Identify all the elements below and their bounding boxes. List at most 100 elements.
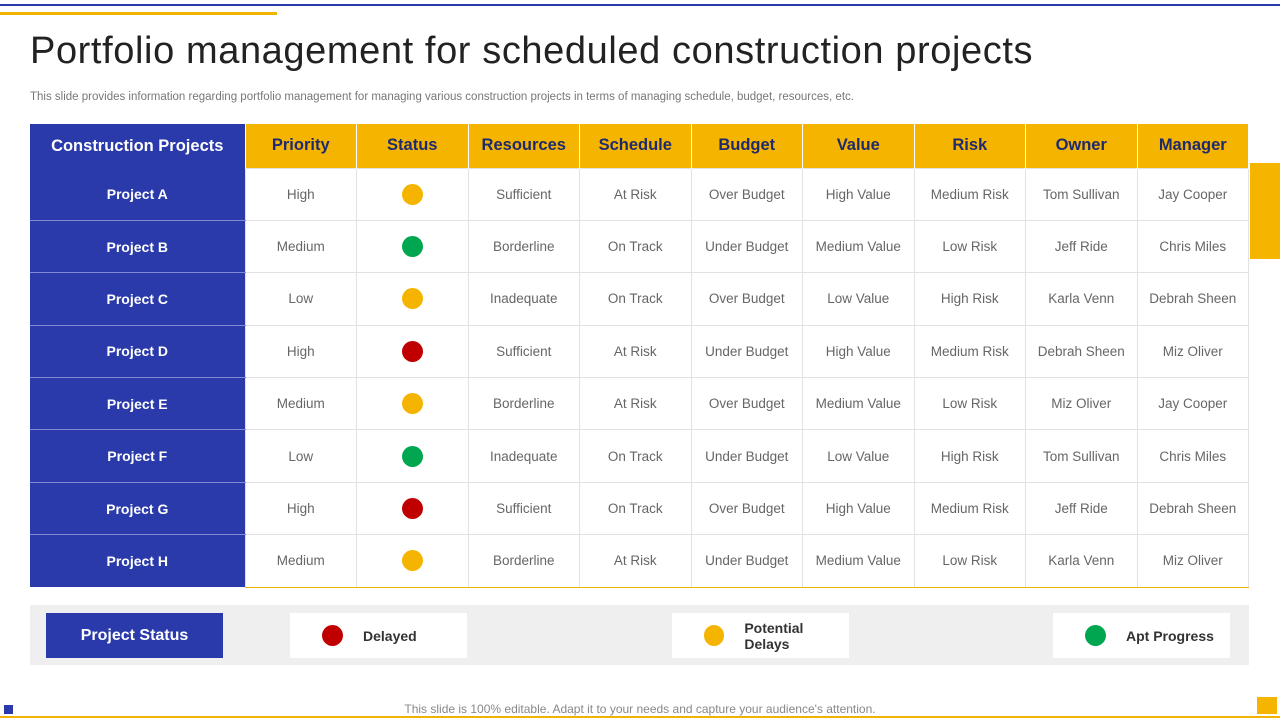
legend-label-apt-progress: Apt Progress bbox=[1126, 627, 1214, 644]
value-cell: High Value bbox=[802, 481, 915, 536]
table-row: Project C Low Inadequate On Track Over Budge… bbox=[30, 272, 1249, 326]
risk-cell: Low Risk bbox=[913, 534, 1026, 588]
header-manager: Manager bbox=[1137, 124, 1249, 168]
resources-cell: Borderline bbox=[467, 377, 580, 431]
project-name-cell: Project B bbox=[30, 220, 245, 274]
header-status: Status bbox=[356, 124, 469, 168]
risk-cell: Medium Risk bbox=[913, 324, 1026, 379]
budget-cell: Under Budget bbox=[690, 219, 803, 274]
priority-cell: Medium bbox=[244, 534, 357, 588]
project-name-cell: Project E bbox=[30, 377, 245, 431]
header-schedule: Schedule bbox=[579, 124, 692, 168]
status-cell bbox=[356, 324, 469, 379]
priority-cell: High bbox=[244, 167, 357, 221]
project-status-legend: Project Status Delayed Potential Delays … bbox=[30, 605, 1249, 665]
table-row: Project E Medium Borderline At Risk Over Bud… bbox=[30, 377, 1249, 431]
risk-cell: Low Risk bbox=[913, 377, 1026, 431]
status-cell bbox=[356, 377, 469, 431]
status-cell bbox=[356, 219, 469, 274]
manager-cell: Miz Oliver bbox=[1136, 534, 1249, 588]
owner-cell: Debrah Sheen bbox=[1025, 324, 1138, 379]
schedule-cell: At Risk bbox=[579, 377, 692, 431]
header-owner: Owner bbox=[1025, 124, 1138, 168]
page-title: Portfolio management for scheduled const… bbox=[30, 30, 1034, 72]
project-name-cell: Project A bbox=[30, 168, 245, 221]
header-budget: Budget bbox=[691, 124, 803, 168]
value-cell: Medium Value bbox=[802, 534, 915, 588]
resources-cell: Borderline bbox=[467, 534, 580, 588]
owner-cell: Miz Oliver bbox=[1025, 377, 1138, 431]
schedule-cell: On Track bbox=[579, 429, 692, 483]
budget-cell: Under Budget bbox=[690, 534, 803, 588]
schedule-cell: On Track bbox=[579, 481, 692, 536]
schedule-cell: On Track bbox=[579, 219, 692, 274]
manager-cell: Miz Oliver bbox=[1136, 324, 1249, 379]
project-name-cell: Project D bbox=[30, 325, 245, 379]
legend-title: Project Status bbox=[46, 613, 223, 658]
schedule-cell: At Risk bbox=[579, 167, 692, 221]
resources-cell: Sufficient bbox=[467, 324, 580, 379]
header-value: Value bbox=[802, 124, 915, 168]
legend-item-delayed: Delayed bbox=[290, 613, 467, 658]
table-row: Project A High Sufficient At Risk Over Budge… bbox=[30, 167, 1249, 221]
budget-cell: Over Budget bbox=[690, 167, 803, 221]
value-cell: Medium Value bbox=[802, 377, 915, 431]
page-subtitle: This slide provides information regardin… bbox=[30, 91, 854, 103]
top-accent-line bbox=[0, 4, 1280, 6]
resources-cell: Sufficient bbox=[467, 167, 580, 221]
top-yellow-accent bbox=[0, 12, 277, 15]
yellow-status-dot-icon bbox=[401, 393, 423, 415]
status-cell bbox=[356, 272, 469, 326]
risk-cell: High Risk bbox=[913, 429, 1026, 483]
bottom-left-marker bbox=[4, 705, 13, 714]
budget-cell: Over Budget bbox=[690, 481, 803, 536]
priority-cell: High bbox=[244, 481, 357, 536]
resources-cell: Borderline bbox=[467, 219, 580, 274]
manager-cell: Chris Miles bbox=[1136, 429, 1249, 483]
risk-cell: Medium Risk bbox=[913, 167, 1026, 221]
budget-cell: Under Budget bbox=[690, 324, 803, 379]
schedule-cell: On Track bbox=[579, 272, 692, 326]
budget-cell: Under Budget bbox=[690, 429, 803, 483]
right-edge-tab bbox=[1250, 163, 1280, 259]
table-row: Project F Low Inadequate On Track Under Budg… bbox=[30, 429, 1249, 483]
status-cell bbox=[356, 167, 469, 221]
project-name-cell: Project C bbox=[30, 272, 245, 326]
resources-cell: Inadequate bbox=[467, 429, 580, 483]
value-cell: High Value bbox=[802, 167, 915, 221]
table-body: Project A High Sufficient At Risk Over Budge… bbox=[30, 167, 1249, 588]
value-cell: High Value bbox=[802, 324, 915, 379]
manager-cell: Jay Cooper bbox=[1136, 167, 1249, 221]
priority-cell: Low bbox=[244, 429, 357, 483]
red-status-dot-icon bbox=[401, 340, 423, 362]
legend-label-potential-delays: Potential Delays bbox=[744, 619, 804, 652]
risk-cell: Low Risk bbox=[913, 219, 1026, 274]
status-cell bbox=[356, 429, 469, 483]
yellow-status-dot-icon bbox=[704, 625, 725, 646]
owner-cell: Karla Venn bbox=[1025, 534, 1138, 588]
resources-cell: Inadequate bbox=[467, 272, 580, 326]
table-row: Project D High Sufficient At Risk Under Budg… bbox=[30, 324, 1249, 379]
yellow-status-dot-icon bbox=[401, 183, 423, 205]
green-status-dot-icon bbox=[401, 236, 423, 258]
table-row: Project B Medium Borderline On Track Under B… bbox=[30, 219, 1249, 274]
budget-cell: Over Budget bbox=[690, 377, 803, 431]
manager-cell: Debrah Sheen bbox=[1136, 481, 1249, 536]
footer-note: This slide is 100% editable. Adapt it to… bbox=[404, 702, 876, 716]
manager-cell: Chris Miles bbox=[1136, 219, 1249, 274]
legend-label-delayed: Delayed bbox=[363, 627, 417, 644]
portfolio-table: Construction Projects Priority Status Re… bbox=[30, 124, 1249, 588]
risk-cell: Medium Risk bbox=[913, 481, 1026, 536]
priority-cell: Medium bbox=[244, 219, 357, 274]
table-row: Project H Medium Borderline At Risk Under Bu… bbox=[30, 534, 1249, 588]
bottom-right-marker bbox=[1257, 697, 1277, 714]
value-cell: Low Value bbox=[802, 272, 915, 326]
red-status-dot-icon bbox=[401, 498, 423, 520]
table-row: Project G High Sufficient On Track Over Budg… bbox=[30, 481, 1249, 536]
red-status-dot-icon bbox=[322, 625, 343, 646]
schedule-cell: At Risk bbox=[579, 324, 692, 379]
yellow-status-dot-icon bbox=[401, 288, 423, 310]
green-status-dot-icon bbox=[1085, 625, 1106, 646]
yellow-status-dot-icon bbox=[401, 550, 423, 572]
owner-cell: Tom Sullivan bbox=[1025, 429, 1138, 483]
